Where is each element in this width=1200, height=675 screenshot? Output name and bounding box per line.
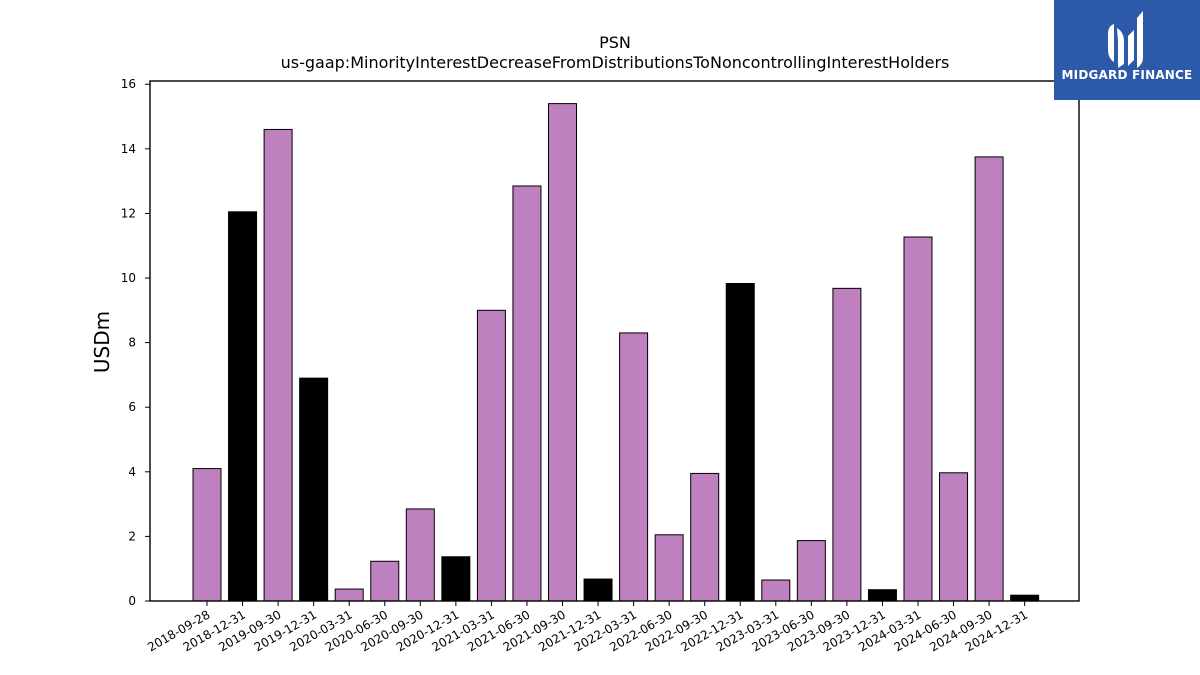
- bar-2018-12-31: [228, 211, 258, 602]
- bar-2020-12-31: [441, 556, 471, 602]
- bars-group: [192, 103, 1040, 602]
- bar-2020-06-30: [370, 560, 400, 602]
- y-axis: 0 2 4 6 8 10 12 14 16: [121, 77, 150, 608]
- y-tick-label: 16: [121, 77, 136, 91]
- bar-2019-09-30: [263, 128, 293, 602]
- midgard-logo-icon: [1108, 11, 1143, 68]
- y-tick-label: 4: [128, 465, 136, 479]
- bar-2024-06-30: [939, 472, 969, 602]
- y-tick-label: 6: [128, 400, 136, 414]
- y-tick-label: 10: [121, 271, 136, 285]
- bar-2024-03-31: [903, 236, 933, 602]
- y-tick-label: 8: [128, 336, 136, 350]
- bar-2022-06-30: [654, 534, 684, 602]
- bar-2021-06-30: [512, 185, 542, 602]
- bar-2022-09-30: [690, 472, 720, 602]
- bar-2021-09-30: [548, 103, 577, 602]
- bar-2021-12-31: [583, 578, 613, 602]
- bar-2023-09-30: [832, 287, 862, 602]
- x-axis: 2018-09-282018-12-312019-09-302019-12-31…: [145, 601, 1030, 654]
- chart-title: PSN: [599, 33, 631, 52]
- plot-frame: [149, 80, 1080, 602]
- y-tick-label: 12: [121, 206, 136, 220]
- bar-2024-09-30: [974, 156, 1004, 602]
- y-tick-label: 0: [128, 594, 136, 608]
- bar-2023-12-31: [867, 589, 897, 602]
- y-tick-label: 14: [121, 142, 136, 156]
- chart-subtitle: us-gaap:MinorityInterestDecreaseFromDist…: [281, 53, 950, 72]
- bar-2018-09-28: [192, 468, 222, 602]
- midgard-finance-logo: MIDGARD FINANCE: [1054, 0, 1200, 100]
- bar-2023-03-31: [761, 579, 791, 602]
- y-axis-label: USDm: [90, 311, 114, 373]
- bar-2022-12-31: [725, 283, 755, 602]
- bar-2021-03-31: [476, 309, 506, 602]
- bar-2020-03-31: [334, 588, 364, 602]
- y-tick-label: 2: [128, 529, 136, 543]
- bar-2024-12-31: [1010, 594, 1040, 602]
- bar-2020-09-30: [405, 508, 435, 602]
- bar-2022-03-31: [619, 332, 649, 602]
- bar-2023-06-30: [796, 540, 826, 602]
- bar-2019-12-31: [299, 377, 329, 602]
- logo-text: MIDGARD FINANCE: [1061, 68, 1193, 82]
